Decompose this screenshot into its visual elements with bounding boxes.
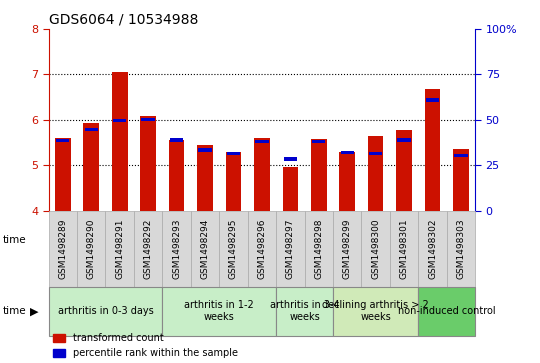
Bar <box>169 140 184 211</box>
Bar <box>282 167 298 211</box>
Bar <box>140 116 156 211</box>
Bar <box>397 138 411 142</box>
Legend: transformed count, percentile rank within the sample: transformed count, percentile rank withi… <box>53 333 238 358</box>
Bar <box>55 138 71 211</box>
Bar <box>276 287 333 335</box>
Bar <box>454 154 468 158</box>
Text: arthritis in 3-4
weeks: arthritis in 3-4 weeks <box>270 300 339 322</box>
Bar <box>163 287 276 335</box>
Bar <box>284 158 297 160</box>
Text: GSM1498293: GSM1498293 <box>172 219 181 279</box>
Bar <box>369 152 382 155</box>
Text: GSM1498297: GSM1498297 <box>286 219 295 279</box>
Text: GDS6064 / 10534988: GDS6064 / 10534988 <box>49 12 198 26</box>
Bar <box>255 140 268 143</box>
Bar <box>340 152 355 211</box>
Bar <box>312 140 326 143</box>
Text: arthritis in 1-2
weeks: arthritis in 1-2 weeks <box>184 300 254 322</box>
Bar <box>49 211 77 287</box>
Bar <box>85 128 98 131</box>
Bar <box>77 211 105 287</box>
Bar <box>56 139 70 142</box>
Bar <box>198 148 212 152</box>
Text: GSM1498292: GSM1498292 <box>144 219 153 279</box>
Bar <box>84 123 99 211</box>
Bar <box>390 211 418 287</box>
Bar <box>276 211 305 287</box>
Text: non-induced control: non-induced control <box>398 306 496 316</box>
Bar <box>418 287 475 335</box>
Bar <box>453 149 469 211</box>
Text: time: time <box>3 234 26 245</box>
Bar <box>226 152 241 211</box>
Bar <box>141 118 155 121</box>
Text: GSM1498300: GSM1498300 <box>371 218 380 279</box>
Bar <box>163 211 191 287</box>
Bar <box>170 138 183 142</box>
Bar <box>113 119 126 122</box>
Bar <box>49 287 163 335</box>
Bar <box>219 211 248 287</box>
Bar <box>396 130 412 211</box>
Text: GSM1498290: GSM1498290 <box>87 219 96 279</box>
Bar <box>311 139 327 211</box>
Text: ▶: ▶ <box>30 306 38 316</box>
Bar <box>254 138 269 211</box>
Bar <box>447 211 475 287</box>
Bar <box>191 211 219 287</box>
Bar <box>305 211 333 287</box>
Text: time: time <box>3 306 26 316</box>
Text: GSM1498295: GSM1498295 <box>229 219 238 279</box>
Bar <box>333 211 361 287</box>
Text: GSM1498298: GSM1498298 <box>314 219 323 279</box>
Bar <box>425 89 440 211</box>
Text: arthritis in 0-3 days: arthritis in 0-3 days <box>58 306 153 316</box>
Bar <box>227 152 240 155</box>
Bar <box>105 211 134 287</box>
Bar <box>341 151 354 154</box>
Text: GSM1498291: GSM1498291 <box>115 219 124 279</box>
Bar <box>418 211 447 287</box>
Text: GSM1498303: GSM1498303 <box>456 218 465 279</box>
Text: GSM1498296: GSM1498296 <box>258 219 266 279</box>
Bar <box>333 287 418 335</box>
Bar <box>361 211 390 287</box>
Bar <box>134 211 163 287</box>
Text: GSM1498289: GSM1498289 <box>58 219 68 279</box>
Bar <box>248 211 276 287</box>
Bar <box>426 98 439 102</box>
Text: GSM1498294: GSM1498294 <box>200 219 210 279</box>
Text: GSM1498299: GSM1498299 <box>343 219 352 279</box>
Text: declining arthritis > 2
weeks: declining arthritis > 2 weeks <box>322 300 429 322</box>
Bar <box>112 72 127 211</box>
Bar <box>368 136 383 211</box>
Bar <box>197 145 213 211</box>
Text: GSM1498302: GSM1498302 <box>428 219 437 279</box>
Text: GSM1498301: GSM1498301 <box>400 218 409 279</box>
